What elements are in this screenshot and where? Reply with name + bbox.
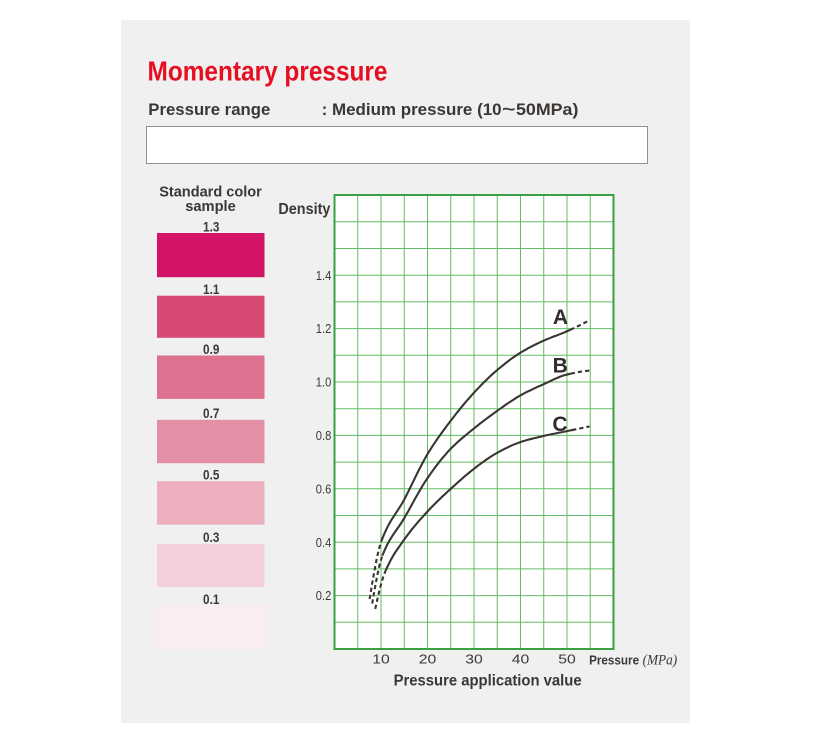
svg-text:A: A bbox=[553, 306, 568, 329]
svg-text:Pressure: Pressure bbox=[589, 653, 639, 668]
svg-text:50: 50 bbox=[558, 652, 576, 667]
svg-text:Standard color: Standard color bbox=[159, 184, 262, 201]
svg-text:50MPa): 50MPa) bbox=[516, 100, 578, 119]
svg-text:1.3: 1.3 bbox=[203, 218, 219, 234]
svg-text:30: 30 bbox=[465, 652, 483, 667]
svg-text:0.9: 0.9 bbox=[203, 341, 219, 357]
svg-text:C: C bbox=[552, 413, 567, 436]
svg-text:0.7: 0.7 bbox=[203, 405, 219, 421]
svg-text:(MPa): (MPa) bbox=[643, 653, 678, 669]
svg-text:0.8: 0.8 bbox=[316, 428, 332, 443]
svg-text:0.4: 0.4 bbox=[316, 535, 332, 550]
svg-text:Momentary pressure: Momentary pressure bbox=[148, 56, 388, 87]
svg-text:: Medium pressure (10: : Medium pressure (10 bbox=[322, 100, 502, 119]
svg-text:0.5: 0.5 bbox=[203, 467, 219, 483]
svg-text:Pressure range: Pressure range bbox=[148, 100, 270, 119]
svg-text:Pressure application value: Pressure application value bbox=[394, 672, 582, 689]
svg-text:40: 40 bbox=[512, 652, 530, 667]
svg-text:B: B bbox=[553, 354, 568, 377]
svg-text:20: 20 bbox=[419, 652, 437, 667]
svg-text:1.1: 1.1 bbox=[203, 281, 219, 297]
svg-text:0.3: 0.3 bbox=[203, 529, 219, 545]
svg-text:1.0: 1.0 bbox=[316, 375, 332, 390]
svg-text:10: 10 bbox=[372, 652, 390, 667]
svg-text:0.6: 0.6 bbox=[316, 481, 332, 496]
svg-text:sample: sample bbox=[185, 198, 236, 215]
svg-text:Density: Density bbox=[278, 201, 330, 218]
svg-text:~: ~ bbox=[502, 100, 516, 119]
svg-text:0.1: 0.1 bbox=[203, 591, 219, 607]
svg-text:1.4: 1.4 bbox=[316, 268, 332, 283]
svg-text:0.2: 0.2 bbox=[316, 588, 332, 603]
svg-text:1.2: 1.2 bbox=[316, 321, 332, 336]
